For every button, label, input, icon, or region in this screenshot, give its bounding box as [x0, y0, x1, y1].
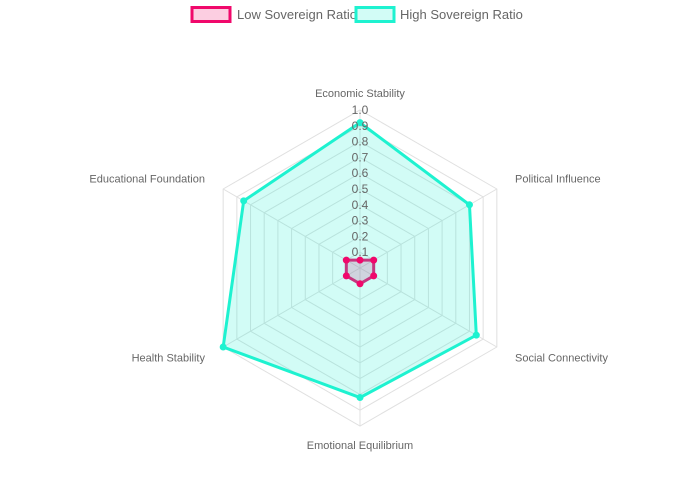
- data-point[interactable]: [356, 256, 364, 264]
- axis-label: Social Connectivity: [515, 353, 608, 365]
- axis-label: Educational Foundation: [89, 174, 205, 186]
- legend-label-low: Low Sovereign Ratio: [237, 7, 357, 22]
- axis-label: Political Influence: [515, 174, 601, 186]
- tick-label: 0.6: [352, 166, 369, 180]
- data-point[interactable]: [356, 119, 364, 127]
- legend-swatch-high: [354, 6, 396, 23]
- data-point[interactable]: [465, 201, 473, 209]
- radial-tick-labels: 0.1 0.20.3 0.4 0.5 0.6 0.70.8 0.9 1.0: [352, 103, 369, 259]
- data-point[interactable]: [240, 197, 248, 205]
- data-point[interactable]: [342, 272, 350, 280]
- tick-label: 0.9: [352, 119, 369, 133]
- legend-swatch-low: [190, 6, 232, 23]
- grid-spoke: [222, 267, 361, 348]
- legend: Low Sovereign Ratio High Sovereign Ratio: [190, 6, 523, 23]
- radar-points: [219, 119, 480, 402]
- axis-label: Emotional Equilibrium: [307, 440, 413, 452]
- legend-label-high: High Sovereign Ratio: [400, 7, 523, 22]
- grid-spoke: [359, 188, 498, 269]
- data-point[interactable]: [219, 343, 227, 351]
- data-point[interactable]: [342, 256, 350, 264]
- data-point[interactable]: [370, 272, 378, 280]
- legend-item-low[interactable]: Low Sovereign Ratio: [190, 6, 357, 23]
- tick-label: 0.3: [352, 214, 369, 228]
- data-point[interactable]: [472, 331, 480, 339]
- tick-label: 0.5: [352, 182, 369, 196]
- data-point[interactable]: [356, 280, 364, 288]
- tick-label: 1.0: [352, 103, 369, 117]
- axis-labels: Economic Stability Political Influence Soc…: [89, 88, 608, 452]
- tick-label: 0.8: [352, 135, 369, 149]
- tick-label: 0.2: [352, 229, 369, 243]
- tick-label: 0.7: [352, 150, 369, 164]
- tick-label: 0.4: [352, 198, 369, 212]
- axis-label: Health Stability: [132, 353, 206, 365]
- axis-label: Economic Stability: [315, 88, 405, 100]
- data-point[interactable]: [370, 256, 378, 264]
- data-point[interactable]: [356, 394, 364, 402]
- tick-label: 0.1: [352, 245, 369, 259]
- legend-item-high[interactable]: High Sovereign Ratio: [354, 6, 523, 23]
